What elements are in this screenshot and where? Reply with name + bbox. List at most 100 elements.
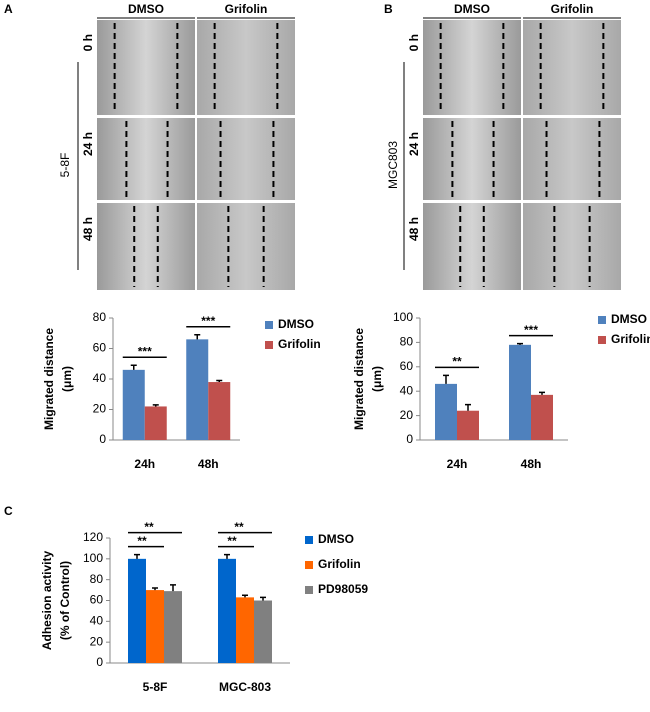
- bar: [208, 382, 231, 440]
- y-tick-label: 0: [96, 655, 103, 669]
- panel-label: A: [4, 2, 13, 16]
- micrograph: [423, 118, 521, 200]
- error-bar: [216, 379, 223, 383]
- legend-swatch: [305, 586, 313, 594]
- bar: [186, 339, 209, 440]
- legend-label: Grifolin: [318, 557, 361, 571]
- bar: [531, 394, 553, 440]
- y-tick-label: 80: [93, 310, 107, 324]
- column-label: DMSO: [128, 2, 164, 16]
- row-label: 0 h: [81, 34, 95, 51]
- bar: [435, 383, 457, 440]
- error-bar: [242, 594, 248, 598]
- legend-label: DMSO: [611, 312, 647, 326]
- error-bar: [260, 596, 266, 601]
- y-tick-label: 40: [400, 383, 414, 397]
- significance-label: **: [144, 520, 154, 534]
- y-tick-label: 40: [93, 371, 107, 385]
- y-tick-label: 100: [393, 310, 413, 324]
- y-axis-label: (μm): [60, 366, 74, 392]
- y-tick-label: 40: [90, 614, 104, 628]
- column-label: Grifolin: [225, 2, 268, 16]
- micrograph: [197, 20, 295, 115]
- y-axis-label: Adhesion activity: [40, 550, 54, 650]
- micrograph: [97, 118, 195, 200]
- legend-label: DMSO: [278, 317, 314, 331]
- error-bar: [517, 342, 523, 345]
- x-tick-label: 48h: [521, 457, 542, 471]
- legend-label: PD98059: [318, 582, 368, 596]
- panel-label: C: [4, 504, 13, 518]
- y-tick-label: 60: [90, 593, 104, 607]
- legend-swatch: [598, 336, 606, 344]
- significance-label: **: [234, 520, 244, 534]
- y-axis-label: Migrated distance: [42, 328, 56, 430]
- error-bar: [194, 334, 201, 340]
- micrograph: [197, 203, 295, 290]
- bar: [457, 410, 479, 440]
- row-label: 24 h: [81, 132, 95, 156]
- error-bar: [224, 553, 230, 559]
- x-tick-label: 48h: [198, 457, 219, 471]
- y-axis-label: (% of Control): [58, 561, 72, 640]
- bar: [146, 590, 164, 663]
- micrograph: [523, 203, 621, 290]
- y-tick-label: 60: [400, 359, 414, 373]
- y-axis-label: (μm): [370, 366, 384, 392]
- legend-swatch: [265, 341, 273, 349]
- bar: [122, 369, 145, 440]
- error-bar: [152, 587, 158, 591]
- y-tick-label: 20: [90, 634, 104, 648]
- y-tick-label: 100: [83, 551, 103, 565]
- error-bar: [170, 584, 176, 592]
- significance-label: **: [227, 534, 237, 548]
- legend-swatch: [265, 321, 273, 329]
- significance-label: ***: [201, 314, 215, 328]
- row-label: 48 h: [81, 217, 95, 241]
- micrograph: [197, 118, 295, 200]
- error-bar: [465, 403, 471, 411]
- micrograph: [523, 118, 621, 200]
- micrograph: [97, 203, 195, 290]
- bar: [164, 591, 182, 663]
- error-bar: [134, 553, 140, 559]
- y-tick-label: 80: [400, 335, 414, 349]
- micrograph: [97, 20, 195, 115]
- row-label: 0 h: [407, 34, 421, 51]
- x-tick-label: 24h: [134, 457, 155, 471]
- y-axis-label: Migrated distance: [352, 328, 366, 430]
- bar: [144, 406, 167, 440]
- x-tick-label: 5-8F: [143, 680, 168, 694]
- micrograph: [523, 20, 621, 115]
- legend-swatch: [598, 316, 606, 324]
- cell-line-label: 5-8F: [58, 153, 72, 178]
- micrograph: [423, 20, 521, 115]
- significance-label: ***: [138, 344, 152, 358]
- x-tick-label: MGC-803: [219, 680, 271, 694]
- micrograph: [423, 203, 521, 290]
- significance-label: **: [137, 534, 147, 548]
- y-tick-label: 120: [83, 530, 103, 544]
- row-label: 48 h: [407, 217, 421, 241]
- y-tick-label: 0: [99, 432, 106, 446]
- legend-label: DMSO: [318, 532, 354, 546]
- panel-label: B: [384, 2, 393, 16]
- legend-label: Grifolin: [278, 337, 321, 351]
- x-tick-label: 24h: [447, 457, 468, 471]
- y-tick-label: 20: [400, 408, 414, 422]
- cell-line-label: MGC803: [386, 141, 400, 189]
- bar: [128, 558, 146, 663]
- significance-label: **: [452, 355, 462, 369]
- bar: [509, 344, 531, 440]
- row-label: 24 h: [407, 132, 421, 156]
- column-label: Grifolin: [551, 2, 594, 16]
- column-label: DMSO: [454, 2, 490, 16]
- y-tick-label: 60: [93, 341, 107, 355]
- legend-label: Grifolin: [611, 332, 650, 346]
- y-tick-label: 20: [93, 402, 107, 416]
- significance-label: ***: [524, 323, 538, 337]
- y-tick-label: 80: [90, 572, 104, 586]
- bar: [236, 597, 254, 663]
- bar: [254, 600, 272, 663]
